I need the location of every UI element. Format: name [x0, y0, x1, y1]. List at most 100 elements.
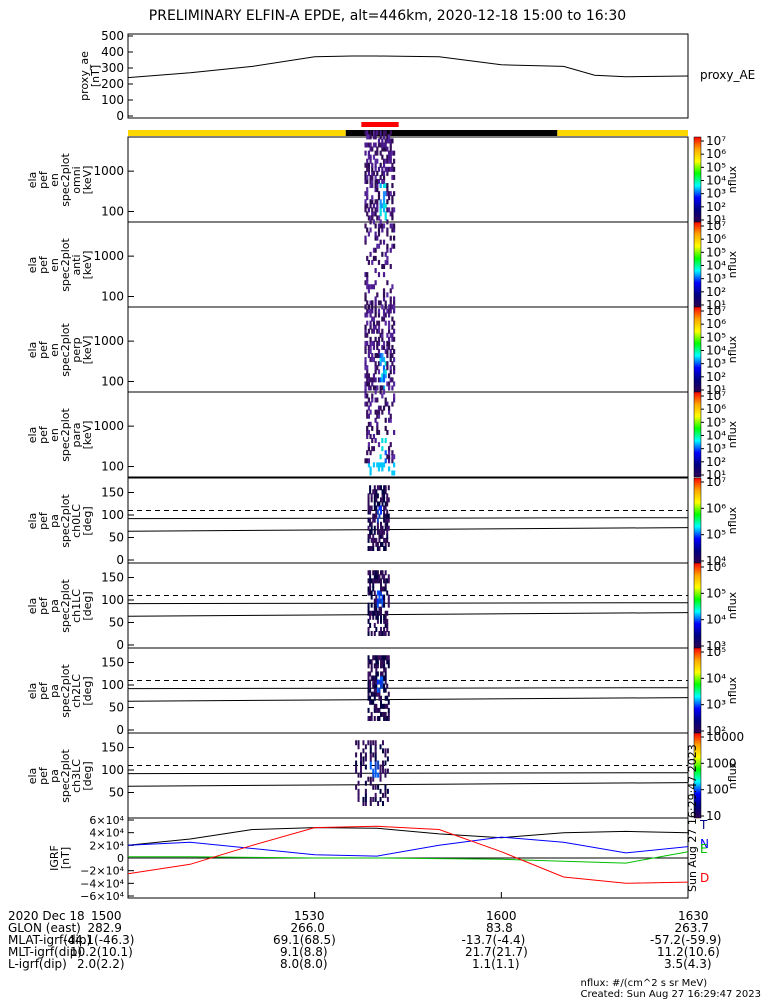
pa-cell [380, 533, 382, 539]
proxy-ae-line [127, 55, 689, 79]
spectrogram-cell [367, 328, 371, 334]
spectrogram-cell [366, 450, 369, 456]
pa-cell [381, 594, 384, 600]
spectrogram-cell [386, 187, 389, 193]
spectrogram-cell [372, 357, 376, 363]
spectrogram-cell [386, 259, 389, 265]
pa-cell [369, 695, 372, 701]
pa-cell [378, 695, 381, 701]
pa-cell [384, 517, 387, 523]
spectrogram-cell [367, 405, 371, 411]
pa-ytick-label: 100 [101, 593, 124, 607]
spectrogram-cell [393, 381, 396, 387]
spectrogram-cell [371, 162, 374, 168]
spectrogram-cell [393, 365, 396, 371]
pa-cell [380, 509, 382, 515]
spectrogram-cell [387, 166, 391, 172]
pa-cell [372, 740, 375, 746]
spectrogram-cell [386, 401, 389, 407]
pa-cells-7 [355, 740, 389, 806]
pa-cell [355, 752, 358, 758]
spectrogram-cell [371, 300, 374, 306]
pa-cell [362, 756, 365, 762]
colorbar-tick-label: 10⁵ [706, 330, 726, 344]
spectrogram-cell [371, 438, 374, 444]
spectrogram-cell [366, 227, 369, 233]
pa-cell [387, 525, 390, 531]
proxy-ae-ytick-label: 0 [116, 109, 124, 123]
pa-cell [369, 517, 372, 523]
spectrogram-cell [377, 466, 381, 472]
spectrogram-cell [369, 340, 372, 346]
spectrogram-cell [371, 340, 374, 346]
spectrogram-cell [376, 158, 379, 164]
spectrogram-cell [391, 162, 394, 168]
spectrogram-cell [384, 211, 387, 217]
pa-cell [374, 772, 377, 778]
spectrogram-cell [384, 142, 387, 148]
colorbar-tick-label: 10¹ [706, 298, 726, 312]
pa-cell [380, 626, 382, 632]
spectrogram-cell [393, 150, 396, 156]
spectrogram-cell [389, 365, 392, 371]
pa-ytick-label: 50 [109, 616, 124, 630]
pa-cell [384, 570, 387, 576]
spectrogram-cell [372, 255, 376, 261]
spectrogram-cell [382, 191, 386, 197]
spectrogram-cell [389, 263, 392, 269]
spectrogram-cell [382, 174, 386, 180]
spectrogram-ytick-label: 1000 [93, 164, 124, 178]
pa-cell [384, 525, 387, 531]
pa-cell [364, 780, 367, 786]
spectrogram-cell [379, 223, 382, 229]
spectrogram-cell [386, 353, 389, 359]
spectrogram-cell [381, 170, 384, 176]
pa-cell [386, 529, 389, 535]
footer-value: -57.2(-59.9) [650, 933, 722, 947]
pa-cell [379, 744, 382, 750]
spectrogram-cell [381, 393, 384, 399]
pa-cell [384, 618, 387, 624]
pa-cell [386, 501, 389, 507]
footer-value: 8.0(8.0) [280, 957, 328, 971]
pa-cell [369, 679, 372, 685]
spectrogram-cell [366, 255, 369, 261]
pa-cell [370, 610, 373, 616]
spectrogram-cell [369, 308, 372, 314]
spectrogram-cell [386, 219, 389, 225]
pa-cell [376, 716, 379, 721]
pa-cell [384, 655, 387, 661]
spectrogram-cell [366, 211, 369, 217]
spectrogram-cell [366, 308, 369, 314]
pa-cell [369, 740, 372, 746]
spectrogram-cell [384, 215, 387, 221]
spectrogram-cell [381, 357, 384, 363]
pa-cell [373, 655, 376, 661]
spectrogram-cells-2 [364, 300, 396, 391]
colorbar-2 [693, 306, 704, 393]
pa-cell [373, 505, 376, 511]
spectrogram-cell [387, 336, 391, 342]
pa-cell [380, 614, 382, 620]
pa-cell [375, 610, 378, 616]
spectrogram-cell [371, 215, 374, 221]
spectrogram-cell [382, 316, 386, 322]
pa-cell [383, 574, 386, 580]
pa-ytick-label: 100 [101, 508, 124, 522]
spectrogram-cell [364, 178, 367, 184]
spectrogram-cell [389, 247, 392, 253]
spectrogram-cell [371, 357, 374, 363]
spectrogram-cell [381, 223, 384, 229]
spectrogram-cell [374, 178, 377, 184]
proxy-ae-ytick-label: 200 [101, 77, 124, 91]
pa-cell [375, 541, 378, 547]
spectrogram-cell [366, 195, 369, 201]
pa-cell [370, 631, 373, 636]
spectrogram-cell [374, 300, 377, 306]
pa-cell [381, 533, 384, 539]
pa-cell [383, 586, 386, 592]
spectrogram-cell [387, 154, 391, 160]
pa-cell [370, 691, 373, 697]
spectrogram-cell [379, 142, 382, 148]
spectrogram-cell [386, 365, 389, 371]
